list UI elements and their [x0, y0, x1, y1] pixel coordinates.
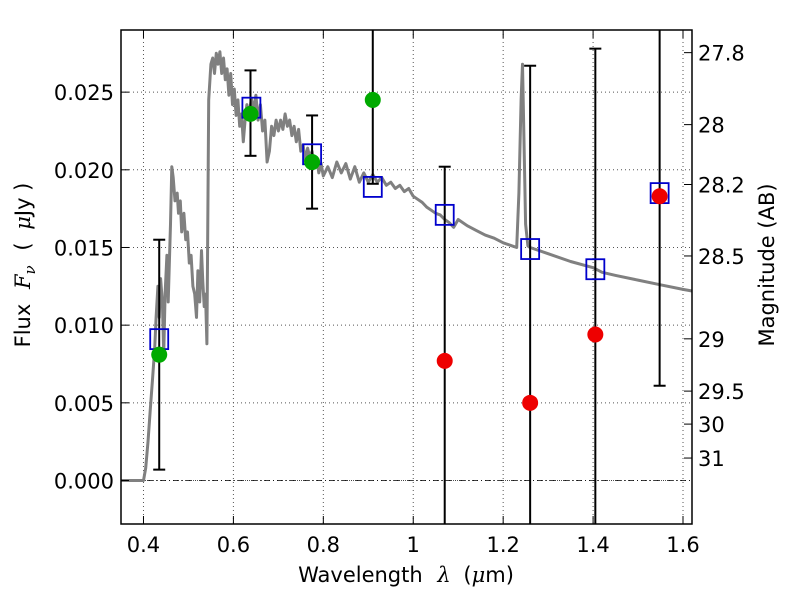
y2-tick-label: 27.8 [698, 42, 745, 66]
error-bars [153, 30, 666, 524]
y-tick-label: 0.015 [54, 236, 114, 260]
y2-tick-label: 28.2 [698, 173, 745, 197]
ticks: 0.4 0.6 0.8 1 1.2 1.4 1.6 0.000 0.005 0.010 0.015 0… [54, 30, 745, 557]
y2-tick-label: 28.5 [698, 245, 745, 269]
non-detection-point [651, 188, 668, 205]
y-tick-label: 0.005 [54, 392, 114, 416]
non-detection-point [587, 326, 604, 343]
observed-points [151, 91, 668, 411]
y-tick-label: 0.000 [54, 470, 114, 494]
detection-point [242, 105, 259, 122]
y2-tick-label: 30 [698, 413, 725, 437]
x-tick-label: 0.4 [127, 533, 160, 557]
y-tick-label: 0.025 [54, 81, 114, 105]
detection-point [304, 154, 321, 171]
detection-point [364, 91, 381, 108]
y2-axis-label: Magnitude (AB) [755, 183, 779, 346]
x-tick-label: 0.8 [307, 533, 340, 557]
detection-point [151, 346, 168, 363]
model-photometry-boxes [149, 96, 670, 351]
non-detection-point [436, 352, 453, 369]
non-detection-point [522, 394, 539, 411]
y-tick-label: 0.020 [54, 159, 114, 183]
model-photometry-box [520, 238, 541, 260]
model-photometry-box [362, 175, 383, 198]
y-axis-label: Flux Fν ( μJy ) [11, 183, 40, 348]
x-tick-label: 1 [407, 533, 420, 557]
model-photometry-box [434, 203, 455, 226]
model-photometry-box [585, 258, 606, 281]
y2-tick-label: 31 [698, 447, 725, 471]
x-tick-label: 1.2 [486, 533, 519, 557]
y2-tick-label: 29 [698, 328, 725, 352]
y2-tick-label: 29.5 [698, 380, 745, 404]
plot-frame [120, 29, 693, 525]
model-spectrum-line [121, 50, 693, 482]
model-spectrum [121, 50, 693, 482]
x-tick-label: 1.4 [576, 533, 609, 557]
y2-tick-label: 28 [698, 114, 725, 138]
x-tick-label: 1.6 [666, 533, 699, 557]
x-tick-label: 0.6 [217, 533, 250, 557]
x-axis-label: Wavelength λ (μm) [298, 563, 514, 587]
y-tick-label: 0.010 [54, 314, 114, 338]
